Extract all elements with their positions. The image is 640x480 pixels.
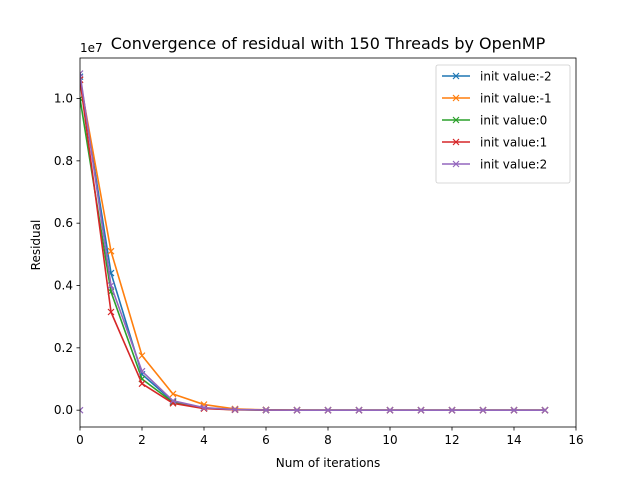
data-point-4-2 (138, 367, 146, 375)
legend-label-0: init value:-2 (480, 70, 552, 84)
x-tick-label-7: 14 (506, 433, 521, 447)
data-point-4-5 (231, 406, 239, 413)
data-point-4-8 (324, 406, 332, 414)
x-tick-label-4: 8 (324, 433, 332, 447)
y-axis-offset-label: 1e7 (80, 41, 103, 55)
data-point-3-2 (138, 380, 146, 388)
data-point-4-0 (80, 70, 84, 78)
legend-marker-0 (452, 72, 460, 80)
y-axis-label: Residual (29, 220, 43, 271)
data-point-3-1 (107, 308, 115, 316)
legend: init value:-2 init value:-1 init value:0 in… (435, 64, 571, 184)
data-point-4-15 (541, 406, 549, 414)
chart-title: Convergence of residual with 150 Threads… (111, 34, 546, 53)
data-point-4-6 (262, 406, 270, 414)
y-tick-label-3: 0.6 (54, 216, 73, 230)
extra-data-point-0 (80, 406, 84, 414)
data-point-4-12 (448, 406, 456, 414)
legend-label-2: init value:0 (480, 114, 547, 128)
legend-label-4: init value:2 (480, 158, 547, 172)
data-point-4-7 (293, 406, 301, 414)
legend-label-3: init value:1 (480, 136, 547, 150)
data-point-4-14 (510, 406, 518, 414)
data-point-4-11 (417, 406, 425, 414)
data-point-4-4 (200, 404, 208, 412)
legend-box (435, 64, 571, 184)
data-point-0-0 (80, 73, 84, 81)
series-group (80, 70, 549, 414)
y-tick-label-0: 0.0 (54, 403, 73, 417)
data-point-4-10 (386, 406, 394, 414)
series-line-4 (80, 73, 545, 411)
data-point-4-9 (355, 406, 363, 414)
x-tick-label-8: 16 (568, 433, 583, 447)
data-point-4-13 (479, 406, 487, 414)
legend-label-1: init value:-1 (480, 92, 552, 106)
y-tick-label-5: 1.0 (54, 92, 73, 106)
data-point-4-1 (107, 282, 115, 289)
x-tick-label-0: 0 (76, 433, 84, 447)
y-tick-label-2: 0.4 (54, 279, 73, 293)
x-tick-label-5: 10 (382, 433, 397, 447)
x-tick-label-6: 12 (444, 433, 459, 447)
x-tick-label-1: 2 (138, 433, 146, 447)
plot-area (80, 70, 549, 414)
data-point-1-1 (107, 247, 115, 255)
legend-marker-3 (452, 138, 460, 146)
legend-marker-4 (452, 160, 460, 168)
x-tick-label-2: 4 (200, 433, 208, 447)
legend-marker-2 (452, 116, 460, 124)
axes: 0 2 4 6 8 10 12 14 16 0.0 0.2 0.4 0.6 0.8 1.0 (54, 57, 584, 447)
legend-marker-1 (452, 94, 460, 102)
data-point-1-3 (169, 390, 177, 398)
data-point-1-2 (138, 352, 146, 360)
y-tick-label-1: 0.2 (54, 341, 73, 355)
data-point-4-3 (169, 397, 177, 405)
y-tick-label-4: 0.8 (54, 154, 73, 168)
x-tick-label-3: 6 (262, 433, 270, 447)
x-axis-label: Num of iterations (276, 456, 380, 470)
